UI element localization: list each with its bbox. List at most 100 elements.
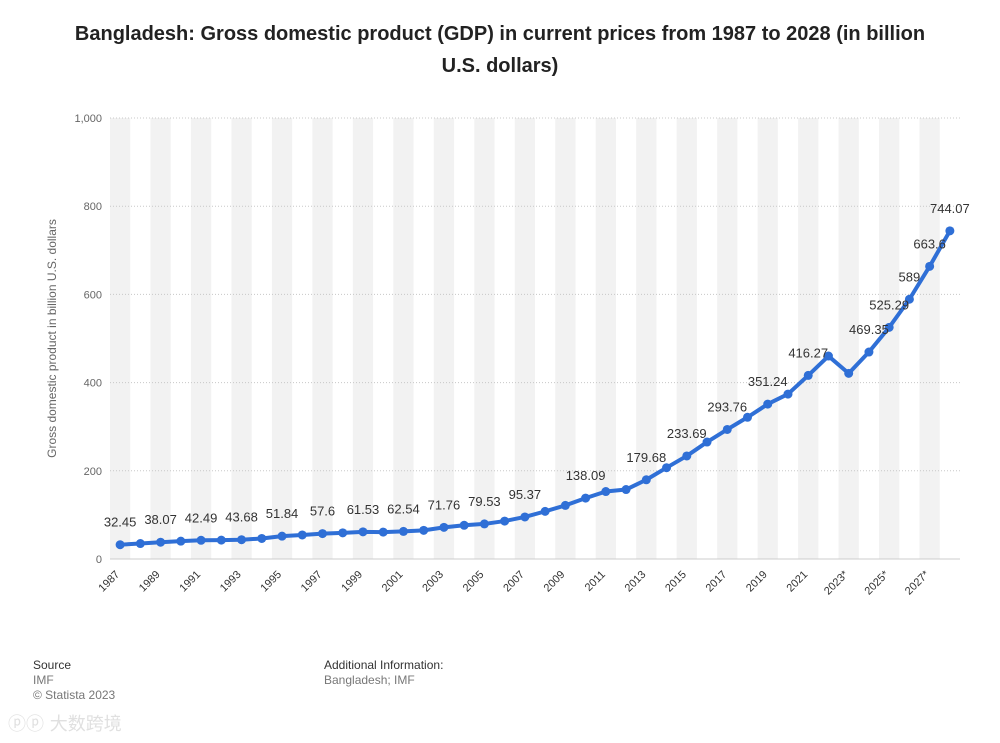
x-tick-label: 2017 [704, 569, 730, 595]
column-band [271, 118, 293, 559]
x-tick-label: 1999 [339, 569, 365, 595]
data-point [884, 322, 894, 332]
data-point [257, 533, 267, 543]
y-tick-label: 600 [84, 289, 102, 301]
column-band [595, 118, 616, 559]
data-point [722, 424, 732, 434]
data-point [196, 535, 206, 545]
x-tick-label: 2009 [542, 569, 568, 595]
column-band [838, 118, 859, 559]
copyright: © Statista 2023 [33, 688, 116, 702]
x-tick-label: 2011 [583, 569, 608, 594]
additional-info-block: Additional Information: Bangladesh; IMF [324, 658, 443, 688]
y-tick-label: 800 [84, 201, 102, 213]
column-band [352, 118, 374, 559]
data-point [419, 525, 429, 535]
data-point [904, 294, 914, 304]
data-point [783, 389, 793, 399]
x-tick-label: 1989 [137, 569, 163, 595]
x-tick-label: 1991 [177, 569, 203, 595]
data-point [925, 261, 935, 271]
data-label: 744.07 [930, 201, 970, 216]
column-band [110, 118, 131, 559]
data-label: 95.37 [509, 487, 542, 502]
column-band [636, 118, 657, 559]
source-value: IMF [33, 673, 54, 687]
x-tick-label: 2001 [380, 569, 406, 595]
y-tick-label: 200 [84, 466, 102, 478]
data-label: 293.76 [707, 399, 747, 414]
gdp-line-chart: 0 200 400 600 800 1,000 Gross domestic product… [45, 113, 970, 597]
data-point [803, 370, 813, 380]
column-band [798, 118, 819, 559]
watermark-text: 大数跨境 [49, 714, 122, 735]
data-point [581, 493, 591, 503]
data-point [621, 485, 631, 495]
column-band [312, 118, 333, 559]
data-point [115, 540, 125, 550]
data-label: 51.84 [266, 506, 299, 521]
x-tick-label: 2025* [862, 568, 891, 597]
x-tick-label: 2019 [744, 569, 770, 595]
data-point [641, 475, 651, 485]
x-tick-label: 2003 [420, 569, 446, 595]
y-tick-label: 400 [84, 378, 102, 390]
data-point [237, 535, 247, 545]
x-tick-label: 1987 [96, 569, 122, 595]
data-point [945, 226, 955, 236]
data-point [297, 530, 307, 540]
data-label: 43.68 [225, 510, 258, 525]
x-tick-label: 2007 [501, 569, 527, 595]
data-point [277, 531, 287, 541]
data-point [378, 527, 388, 537]
data-point [156, 537, 166, 547]
data-point [662, 463, 672, 473]
data-label: 62.54 [387, 501, 420, 516]
data-label: 663.6 [913, 236, 946, 251]
data-label: 469.35 [849, 322, 889, 337]
column-band [433, 118, 455, 559]
data-point [338, 528, 348, 538]
data-label: 233.69 [667, 426, 707, 441]
column-band [514, 118, 535, 559]
data-point [864, 347, 874, 357]
data-label: 32.45 [104, 515, 137, 530]
column-band [555, 118, 576, 559]
data-label: 138.09 [566, 468, 606, 483]
data-point [135, 539, 145, 549]
x-tick-label: 1995 [258, 569, 284, 595]
data-point [702, 437, 712, 447]
y-tick-label: 0 [96, 554, 102, 566]
x-tick-label: 2021 [785, 569, 811, 595]
data-point [520, 512, 530, 522]
x-tick-label: 2027* [903, 568, 932, 597]
column-band [190, 118, 212, 559]
data-point [823, 351, 833, 361]
data-label: 61.53 [347, 502, 380, 517]
column-band [757, 118, 778, 559]
additional-info-label: Additional Information: [324, 658, 444, 672]
data-point [763, 399, 773, 409]
data-point [540, 506, 550, 516]
data-point [176, 536, 186, 546]
data-label: 57.6 [310, 504, 335, 519]
data-point [743, 412, 752, 422]
column-band [393, 118, 414, 559]
x-tick-label: 2005 [461, 569, 487, 595]
watermark: ⓟⓟ 大数跨境 [8, 710, 122, 736]
data-label: 351.24 [748, 374, 788, 389]
chart-title: Bangladesh: Gross domestic product (GDP)… [74, 23, 926, 77]
data-point [844, 368, 854, 378]
column-band [231, 118, 252, 559]
data-point [459, 520, 469, 530]
y-axis-title: Gross domestic product in billion U.S. d… [45, 219, 59, 458]
data-label: 589 [899, 269, 921, 284]
data-point [479, 519, 489, 529]
column-band [919, 118, 940, 559]
column-band [879, 118, 900, 559]
x-tick-label: 2015 [663, 569, 689, 595]
source-label: Source [33, 658, 72, 672]
y-tick-label: 1,000 [74, 113, 102, 125]
additional-info-value: Bangladesh; IMF [324, 673, 415, 687]
x-tick-label: 1993 [218, 569, 244, 595]
